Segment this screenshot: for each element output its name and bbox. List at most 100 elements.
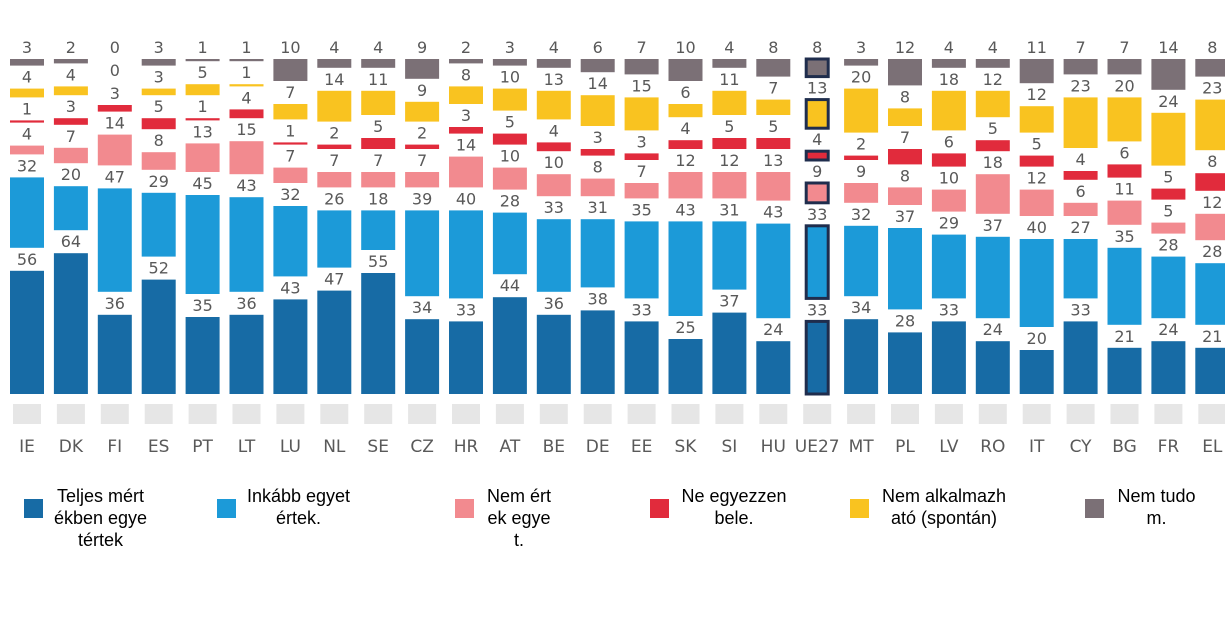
data-label: 40 [456,189,476,208]
flag [671,404,700,424]
data-label: 7 [417,151,427,170]
bar-segment [975,140,1010,152]
data-label: 13 [807,79,827,98]
bar-segment [624,321,659,394]
bar-segment [975,236,1010,319]
flag [364,404,393,424]
bar-segment [1063,59,1098,75]
data-label: 20 [61,165,81,184]
bar-segment [975,59,1010,68]
data-label: 38 [588,289,608,308]
data-label: 36 [544,294,564,313]
bar-segment [10,120,44,123]
bar-segment [141,88,176,96]
data-label: 3 [66,97,76,116]
x-tick-label: MT [849,437,875,457]
x-tick-label: HU [761,437,786,457]
bar-segment [536,59,571,68]
data-label: 20 [851,68,871,87]
data-label: 35 [631,200,651,219]
bar-segment [449,127,483,134]
data-label: 10 [500,68,520,87]
data-label: 24 [1158,320,1178,339]
bar-segment [273,167,308,183]
bar-segment [888,59,922,86]
data-label: 4 [549,38,559,57]
data-label: 4 [988,38,998,57]
data-label: 7 [1076,38,1086,57]
data-label: 33 [456,300,476,319]
data-label: 13 [192,122,212,141]
data-label: 18 [939,70,959,89]
data-label: 33 [807,205,827,224]
bar-segment [361,273,396,394]
legend-item: Nem alkalmazható (spontán) [850,485,1009,529]
data-label: 24 [983,320,1003,339]
bar-segment [1151,59,1186,90]
data-label: 5 [154,97,164,116]
data-label: 8 [900,87,910,106]
bar-segment [1151,112,1186,166]
bar-segment [1195,213,1225,241]
data-label: 31 [588,198,608,217]
data-label: 5 [505,113,515,132]
bar-segment [492,212,527,275]
data-label: 33 [1070,300,1090,319]
bar-segment [931,59,966,68]
data-label: 7 [285,147,295,166]
data-label: 37 [719,292,739,311]
bar-segment [53,186,88,231]
bar-segment [405,172,440,188]
data-label: 52 [149,259,169,278]
data-label: 1 [241,63,251,82]
data-label: 20 [1114,76,1134,95]
data-label: 28 [1158,236,1178,255]
flag [495,404,524,424]
bar-segment [405,144,440,149]
bar-segment [185,143,220,172]
bar-segment [1107,59,1142,75]
bar-segment [273,206,308,277]
flag [1066,404,1095,424]
bar-segment [756,99,791,115]
bar-segment [844,225,879,297]
bar-segment [668,104,703,118]
data-label: 1 [198,38,208,57]
flag [188,404,217,424]
data-label: 24 [763,320,783,339]
legend-item: Nem tudom. [1085,485,1199,529]
flag [320,404,349,424]
bar-segment [712,172,747,199]
bar-segment [536,174,571,197]
bar-segment [1151,222,1186,234]
legend-item: Nem értek egyet. [455,485,554,551]
bar-segment [1151,256,1186,319]
data-label: 13 [544,70,564,89]
x-tick-label: CY [1070,437,1093,457]
bar-segment [229,109,264,119]
bar-segment [405,101,440,122]
bar-segment [273,59,308,81]
bar-segment [405,59,440,79]
bar-segment [888,108,922,126]
data-label: 31 [719,200,739,219]
x-tick-label: UE27 [795,437,840,457]
bar-segment [804,181,830,205]
data-label: 37 [895,207,915,226]
bar-segment [361,138,396,149]
data-label: 3 [637,132,647,151]
bar-segment [975,341,1010,394]
x-tick-label: LV [939,437,959,457]
flag [891,404,919,424]
data-label: 4 [549,121,559,140]
data-label: 28 [500,192,520,211]
x-tick-label: LU [280,437,301,457]
data-label: 12 [1202,193,1222,212]
data-label: 4 [1076,150,1086,169]
bar-segment [141,59,176,66]
data-label: 10 [280,38,300,57]
bar-segment [361,210,396,250]
data-label: 4 [373,38,383,57]
data-label: 8 [1207,152,1217,171]
